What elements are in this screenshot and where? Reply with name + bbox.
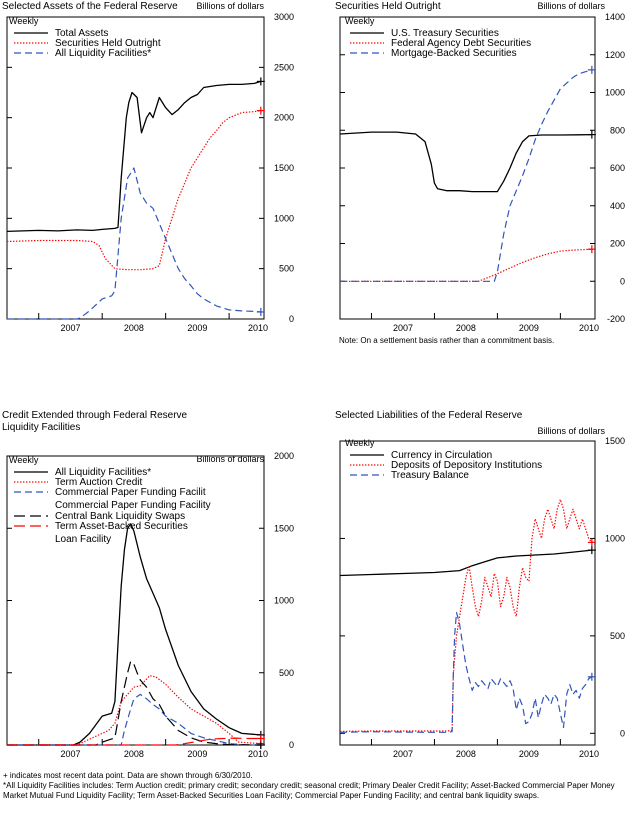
y-tick-label: -200 — [607, 314, 625, 324]
x-tick-label: 2010 — [579, 323, 599, 333]
legend-label: Deposits of Depository Institutions — [391, 460, 542, 471]
y-tick-label: 1000 — [274, 213, 294, 223]
x-tick-label: 2010 — [248, 323, 268, 333]
units-label: Billions of dollars — [537, 426, 605, 436]
series-line — [7, 674, 261, 746]
legend-label: Securities Held Outright — [55, 38, 161, 49]
x-tick-label: 2009 — [519, 323, 539, 333]
footnotes: + indicates most recent data point. Data… — [3, 771, 631, 801]
x-tick-label: 2008 — [456, 323, 476, 333]
x-tick-label: 2007 — [393, 749, 413, 759]
chart-note: Note: On a settlement basis rather than … — [339, 336, 554, 345]
y-tick-label: 3000 — [274, 12, 294, 22]
y-tick-label: 600 — [610, 163, 625, 173]
frequency-label: Weekly — [345, 16, 375, 26]
y-tick-label: 2000 — [274, 451, 294, 461]
series-line — [7, 167, 261, 320]
series-line — [340, 69, 593, 282]
series-line — [339, 131, 592, 193]
chart-title: Selected Assets of the Federal Reserve — [2, 1, 178, 12]
series-line — [6, 110, 261, 271]
y-tick-label: 0 — [620, 276, 625, 286]
x-tick-label: 2008 — [456, 749, 476, 759]
units-label: Billions of dollars — [196, 454, 264, 464]
y-tick-label: 0 — [620, 728, 625, 738]
legend-label: Central Bank Liquidity Swaps — [55, 511, 185, 522]
series-line — [339, 611, 593, 733]
series-line — [7, 660, 261, 746]
y-tick-label: 800 — [610, 125, 625, 135]
x-tick-label: 2007 — [60, 323, 80, 333]
y-tick-label: 1500 — [274, 163, 294, 173]
y-tick-label: 1000 — [605, 88, 625, 98]
legend-label: Total Assets — [55, 28, 108, 39]
x-tick-label: 2008 — [124, 749, 144, 759]
y-tick-label: 500 — [279, 668, 294, 678]
frequency-label: Weekly — [345, 438, 375, 448]
y-tick-label: 1500 — [605, 436, 625, 446]
y-tick-label: 0 — [289, 740, 294, 750]
units-label: Billions of dollars — [537, 1, 605, 11]
legend-label: All Liquidity Facilities* — [55, 48, 151, 59]
series-line — [7, 693, 261, 746]
legend-label: Term Auction Credit — [55, 477, 142, 488]
legend-label: All Liquidity Facilities* — [55, 467, 151, 478]
legend-label: Commercial Paper Funding Facilit — [55, 487, 206, 498]
y-tick-label: 500 — [610, 631, 625, 641]
series-line — [7, 523, 261, 746]
legend-label: U.S. Treasury Securities — [391, 28, 499, 39]
frequency-label: Weekly — [9, 16, 39, 26]
y-tick-label: 1000 — [274, 596, 294, 606]
x-tick-label: 2009 — [187, 749, 207, 759]
plot-frame — [6, 16, 265, 320]
chart-title: Liquidity Facilities — [2, 422, 80, 433]
x-tick-label: 2009 — [187, 323, 207, 333]
y-tick-label: 1000 — [605, 533, 625, 543]
y-tick-label: 200 — [610, 239, 625, 249]
y-tick-label: 500 — [279, 264, 294, 274]
y-tick-label: 400 — [610, 201, 625, 211]
legend-label: Treasury Balance — [391, 470, 469, 481]
y-tick-label: 2500 — [274, 62, 294, 72]
legend-label: Commercial Paper Funding Facility — [55, 500, 211, 511]
y-tick-label: 1200 — [605, 50, 625, 60]
chart-title: Credit Extended through Federal Reserve — [2, 410, 188, 421]
x-tick-label: 2010 — [248, 749, 268, 759]
footnote-liquidity-facilities: *All Liquidity Facilities includes: Term… — [3, 781, 615, 800]
legend-label: Term Asset-Backed Securities — [55, 521, 188, 532]
frequency-label: Weekly — [9, 455, 39, 465]
legend-label: Mortgage-Backed Securities — [391, 48, 517, 59]
units-label: Billions of dollars — [196, 1, 264, 11]
plot-frame — [339, 440, 596, 746]
legend-label: Currency in Circulation — [391, 450, 492, 461]
footnote-recent-point: + indicates most recent data point. Data… — [3, 771, 253, 780]
series-line — [339, 549, 592, 577]
x-tick-label: 2007 — [60, 749, 80, 759]
legend-label: Federal Agency Debt Securities — [391, 38, 531, 49]
x-tick-label: 2007 — [393, 323, 413, 333]
y-tick-label: 1500 — [274, 523, 294, 533]
x-tick-label: 2008 — [124, 323, 144, 333]
series-line — [339, 498, 593, 732]
chart-title: Selected Liabilities of the Federal Rese… — [335, 410, 523, 421]
y-tick-label: 0 — [289, 314, 294, 324]
plot-frame — [339, 16, 596, 320]
series-line — [340, 248, 592, 282]
y-tick-label: 1400 — [605, 12, 625, 22]
chart-title: Securities Held Outright — [335, 1, 441, 12]
series-line — [6, 80, 261, 233]
x-tick-label: 2010 — [579, 749, 599, 759]
y-tick-label: 2000 — [274, 113, 294, 123]
legend-label: Loan Facility — [55, 534, 111, 545]
x-tick-label: 2009 — [519, 749, 539, 759]
